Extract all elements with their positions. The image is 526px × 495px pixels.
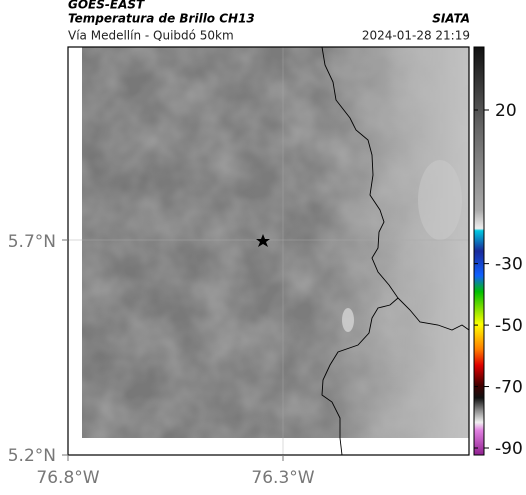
border <box>321 46 399 456</box>
brand: SIATA <box>432 12 470 26</box>
map-frame <box>67 46 470 456</box>
colorbar-label: -30 <box>495 255 523 275</box>
cloud <box>342 308 354 332</box>
lat-label: 5.2°N <box>8 446 56 466</box>
colorbar-label: -50 <box>495 316 523 336</box>
imagery-texture <box>82 47 469 438</box>
subtitle: Vía Medellín - Quibdó 50km <box>68 29 234 43</box>
border <box>397 297 470 331</box>
lon-label: 76.3°W <box>251 468 314 488</box>
colorbar-label: -70 <box>495 378 523 398</box>
colorbar-label: -90 <box>495 439 523 459</box>
lon-label: 76.8°W <box>36 468 99 488</box>
colorbar-label: 20 <box>495 101 517 121</box>
timestamp: 2024-01-28 21:19 <box>362 29 470 43</box>
lat-label: 5.7°N <box>8 232 56 252</box>
location-star <box>256 234 270 247</box>
source: GOES-EAST <box>68 0 145 12</box>
colorbar <box>473 46 485 456</box>
cloud <box>418 160 462 240</box>
title: Temperatura de Brillo CH13 <box>68 12 255 26</box>
